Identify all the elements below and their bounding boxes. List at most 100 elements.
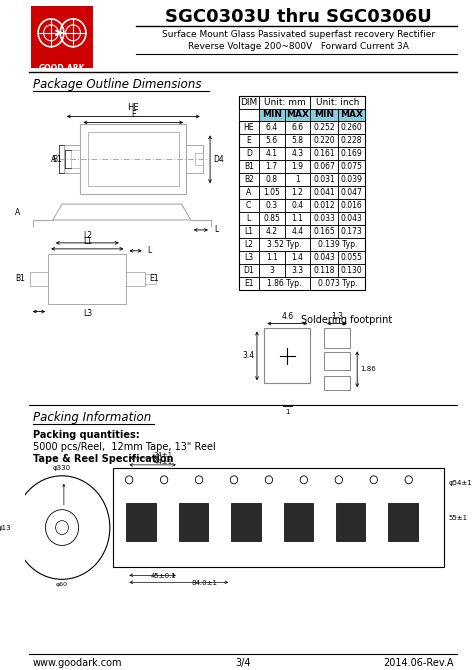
Bar [238, 121, 259, 135]
Text: L1: L1 [83, 237, 92, 246]
Text: 0.075: 0.075 [341, 162, 363, 172]
Text: 0.041: 0.041 [313, 188, 335, 197]
Text: 0.130: 0.130 [341, 266, 363, 275]
Text: E: E [246, 137, 251, 145]
Text: 3.4: 3.4 [242, 351, 254, 360]
Text: D4: D4 [213, 155, 224, 163]
Bar [259, 109, 284, 121]
Bar [338, 121, 365, 135]
Bar [310, 238, 365, 251]
Text: B1: B1 [52, 155, 62, 163]
Text: E: E [131, 111, 136, 119]
Text: 0.033: 0.033 [313, 214, 335, 223]
Text: 0.039: 0.039 [341, 175, 363, 184]
Text: 2014.06-Rev.A: 2014.06-Rev.A [383, 658, 454, 668]
Bar [238, 212, 259, 225]
Bar [284, 186, 310, 199]
Bar [145, 274, 156, 283]
Text: 0.8: 0.8 [266, 175, 278, 184]
Text: 0.3: 0.3 [265, 201, 278, 210]
Text: B1: B1 [244, 162, 254, 172]
Text: 3/4: 3/4 [236, 658, 251, 668]
Text: 0.067: 0.067 [313, 162, 335, 172]
Bar [238, 186, 259, 199]
Text: 0.016: 0.016 [341, 201, 363, 210]
Bar [238, 199, 259, 212]
Bar [259, 264, 284, 277]
Text: 3.52 Typ.: 3.52 Typ. [267, 240, 302, 249]
Text: 0.169: 0.169 [341, 149, 363, 158]
Text: 5.8: 5.8 [292, 137, 303, 145]
Bar [389, 502, 418, 541]
Text: L: L [147, 247, 152, 255]
Text: HE: HE [128, 103, 139, 113]
Text: 1.1: 1.1 [292, 214, 303, 223]
Text: 4.6: 4.6 [281, 312, 293, 320]
Text: SGC0303U thru SGC0306U: SGC0303U thru SGC0306U [165, 8, 432, 26]
Bar [238, 109, 259, 121]
Bar [338, 212, 365, 225]
Bar [338, 174, 365, 186]
Bar [338, 199, 365, 212]
Text: 0.85: 0.85 [263, 214, 280, 223]
Text: 0.220: 0.220 [313, 137, 335, 145]
Text: Packing quantities:: Packing quantities: [33, 430, 139, 440]
Text: φ54±1: φ54±1 [448, 480, 472, 486]
Text: 4.4: 4.4 [292, 227, 303, 236]
Text: L3: L3 [244, 253, 253, 262]
Bar [284, 199, 310, 212]
Bar [284, 264, 310, 277]
Bar [310, 121, 338, 135]
Text: Soldering footprint: Soldering footprint [301, 314, 392, 324]
Text: 5.6: 5.6 [265, 137, 278, 145]
Text: 0.055: 0.055 [341, 253, 363, 262]
Bar [338, 147, 365, 160]
Bar [338, 251, 365, 264]
Text: 0.161: 0.161 [313, 149, 335, 158]
Text: E1: E1 [244, 279, 254, 287]
Bar [324, 352, 350, 371]
Bar [264, 328, 310, 383]
Bar [338, 264, 365, 277]
Bar [310, 160, 338, 174]
Text: E1: E1 [149, 274, 159, 283]
Bar [81, 125, 186, 194]
Text: MIN: MIN [262, 111, 282, 119]
Text: Tape & Reel Specification: Tape & Reel Specification [33, 454, 173, 464]
Bar [338, 225, 365, 238]
Bar [284, 109, 310, 121]
Bar [186, 145, 203, 174]
Text: 1: 1 [285, 409, 290, 415]
Text: HE: HE [244, 123, 254, 133]
Bar [259, 199, 284, 212]
Text: 1.9: 1.9 [292, 162, 303, 172]
Bar [259, 135, 284, 147]
Bar [238, 96, 259, 109]
Text: D: D [246, 149, 252, 158]
Text: 0.260: 0.260 [341, 123, 363, 133]
Bar [310, 225, 338, 238]
Text: MAX: MAX [340, 111, 363, 119]
Text: 6.6: 6.6 [292, 123, 303, 133]
Bar [284, 174, 310, 186]
Bar [238, 264, 259, 277]
Text: 44±1: 44±1 [154, 459, 173, 465]
Bar [284, 135, 310, 147]
Text: 0.173: 0.173 [341, 227, 363, 236]
Text: 1: 1 [295, 175, 300, 184]
Bar [338, 160, 365, 174]
Text: 4.3: 4.3 [292, 149, 303, 158]
Bar [310, 186, 338, 199]
Bar [238, 251, 259, 264]
Text: L: L [214, 225, 218, 234]
Text: 0.252: 0.252 [313, 123, 335, 133]
Text: 0.118: 0.118 [313, 266, 335, 275]
Text: D1: D1 [243, 266, 254, 275]
Text: A: A [51, 155, 56, 163]
Text: L2: L2 [244, 240, 253, 249]
Text: 0.073 Typ.: 0.073 Typ. [318, 279, 358, 287]
Text: A: A [15, 208, 21, 216]
Text: 24±1: 24±1 [154, 452, 173, 458]
Text: L1: L1 [244, 227, 253, 236]
Bar [259, 121, 284, 135]
